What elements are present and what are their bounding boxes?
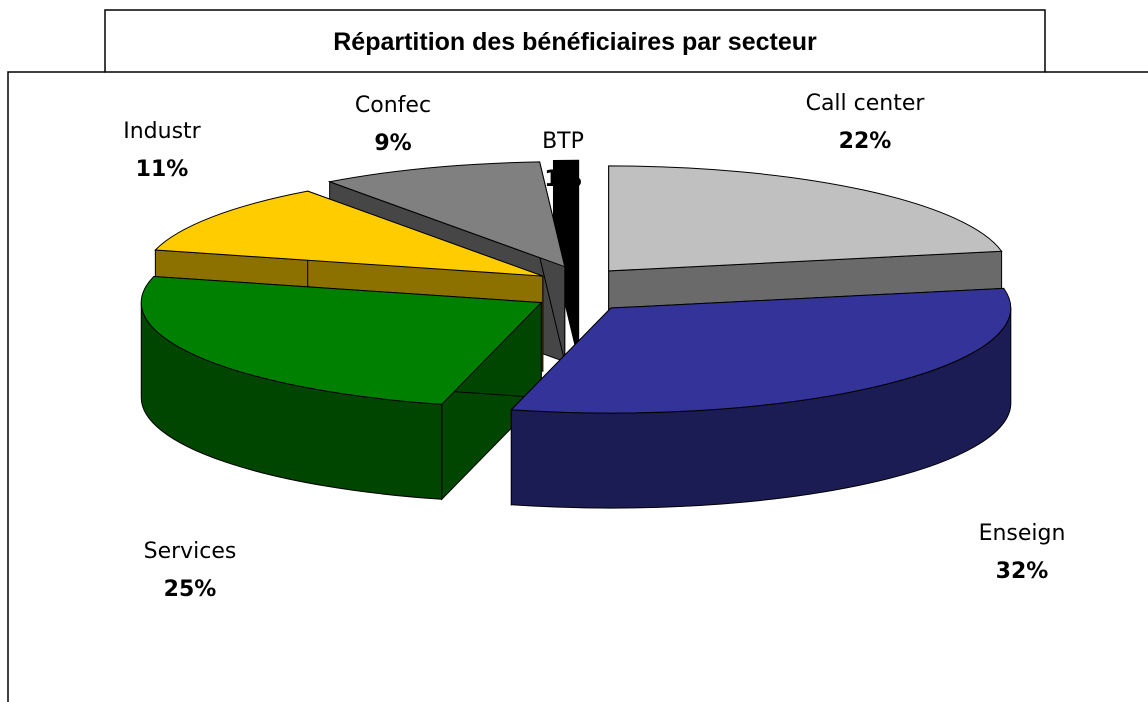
slice-value-label: 1% [544, 167, 581, 192]
slice-label: Call center [806, 91, 926, 116]
title-box [104, 9, 1046, 73]
slice-value-label: 32% [996, 559, 1049, 584]
pie-slice [552, 159, 580, 266]
slice-value-label: 9% [374, 131, 411, 156]
pie-slice [154, 190, 543, 277]
slice-value-label: 25% [164, 577, 217, 602]
pie-slice [510, 287, 1012, 414]
chart-title: Répartition des bénéficiaires par secteu… [333, 28, 817, 56]
pie-slice [608, 165, 1003, 272]
slice-value-label: 22% [839, 129, 892, 154]
slice-label: Services [144, 539, 237, 564]
frame [7, 71, 105, 702]
slice-value-label: 11% [136, 157, 189, 182]
pie-slice [327, 161, 566, 268]
slice-label: Industr [123, 119, 201, 144]
slice-label: Enseign [979, 521, 1066, 546]
slice-label: BTP [542, 129, 584, 154]
pie-slice [140, 275, 543, 405]
slice-label: Confec [355, 93, 431, 118]
